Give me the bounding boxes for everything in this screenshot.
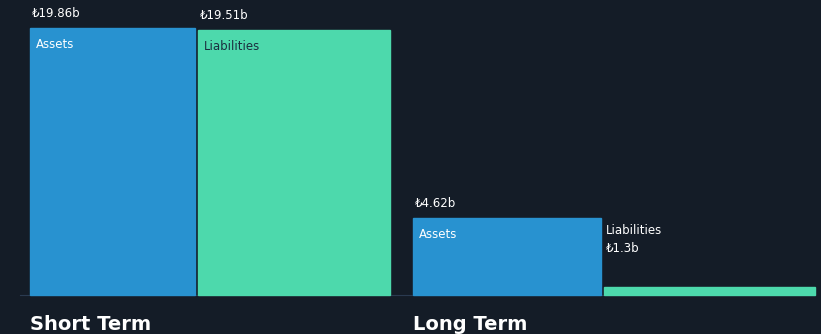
Text: Assets: Assets <box>36 38 75 51</box>
Text: Long Term: Long Term <box>413 315 527 334</box>
Text: ₺4.62b: ₺4.62b <box>415 197 456 210</box>
Bar <box>604 287 815 295</box>
Bar <box>413 218 601 295</box>
Text: ₺1.3b: ₺1.3b <box>606 242 640 255</box>
Bar <box>30 28 195 295</box>
Text: Assets: Assets <box>419 228 457 241</box>
Text: Liabilities: Liabilities <box>204 40 260 53</box>
Text: ₺19.51b: ₺19.51b <box>200 9 249 22</box>
Bar <box>198 30 390 295</box>
Text: Short Term: Short Term <box>30 315 151 334</box>
Text: Liabilities: Liabilities <box>606 224 663 237</box>
Text: ₺19.86b: ₺19.86b <box>32 7 80 20</box>
